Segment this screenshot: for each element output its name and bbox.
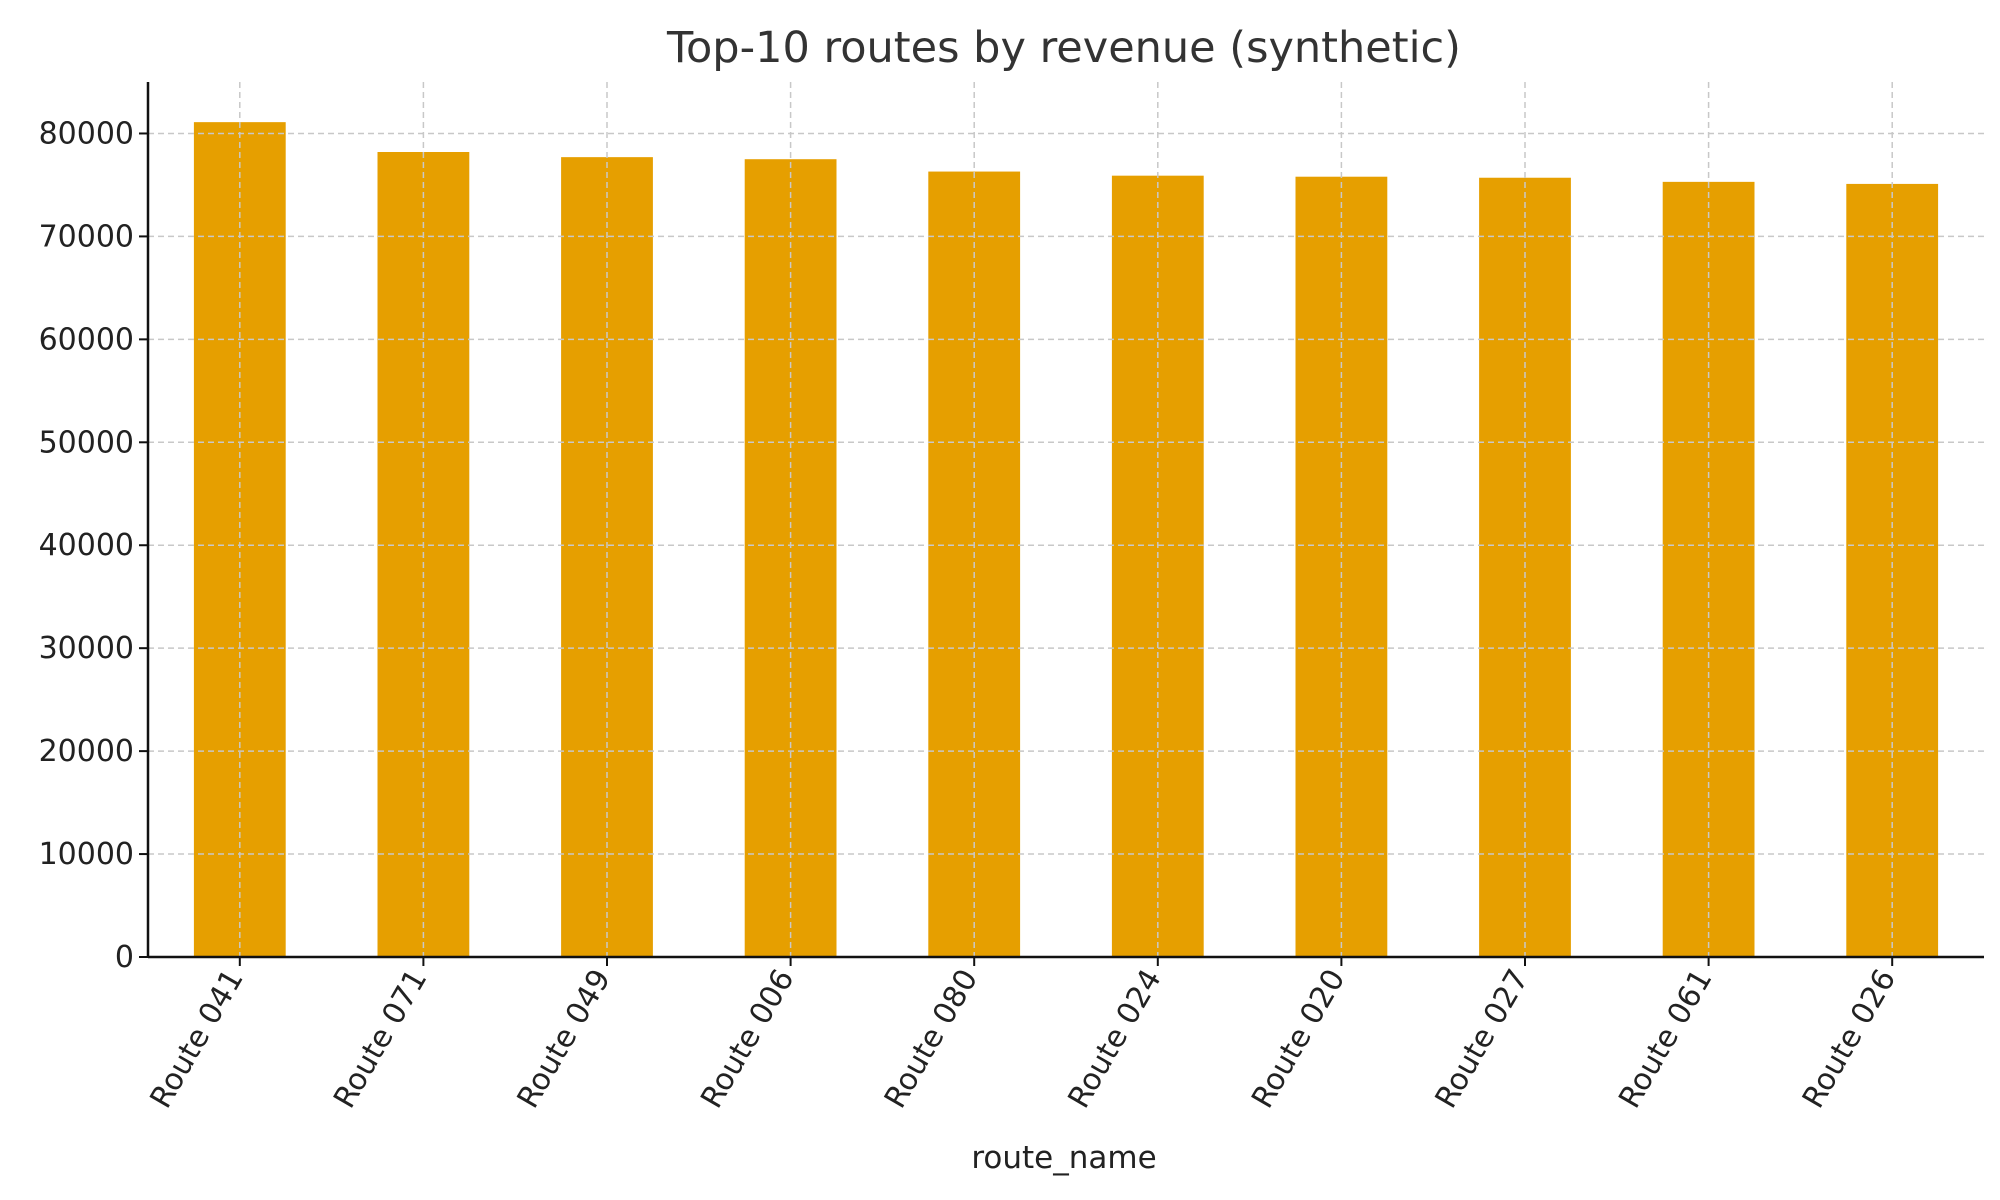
y-tick-label: 10000 xyxy=(39,837,134,872)
y-tick-label: 20000 xyxy=(39,734,134,769)
y-tick-label: 60000 xyxy=(39,322,134,357)
y-tick-label: 30000 xyxy=(39,631,134,666)
y-tick-label: 50000 xyxy=(39,425,134,460)
x-tick-label: Route 020 xyxy=(1245,964,1352,1115)
x-axis-label: route_name xyxy=(971,1140,1156,1176)
y-tick-label: 40000 xyxy=(39,528,134,563)
grid-layer xyxy=(148,82,1984,957)
x-tick-label: Route 080 xyxy=(878,963,985,1114)
x-tick-label: Route 027 xyxy=(1429,964,1536,1115)
chart-title: Top-10 routes by revenue (synthetic) xyxy=(666,23,1461,73)
x-tick-label: Route 049 xyxy=(511,964,618,1115)
bar xyxy=(1662,181,1755,958)
x-tick-label: Route 071 xyxy=(327,964,434,1115)
y-tick-label: 0 xyxy=(115,940,134,975)
x-tick-label: Route 006 xyxy=(694,964,801,1115)
x-tick-label: Route 041 xyxy=(143,964,250,1115)
bar xyxy=(1846,183,1939,958)
x-tick-label: Route 061 xyxy=(1612,964,1719,1115)
x-tick-label: Route 024 xyxy=(1061,964,1168,1115)
bar-layer xyxy=(193,122,1939,958)
y-tick-label: 70000 xyxy=(39,219,134,254)
y-tick-label: 80000 xyxy=(39,116,134,151)
x-tick-label: Route 026 xyxy=(1796,964,1903,1115)
